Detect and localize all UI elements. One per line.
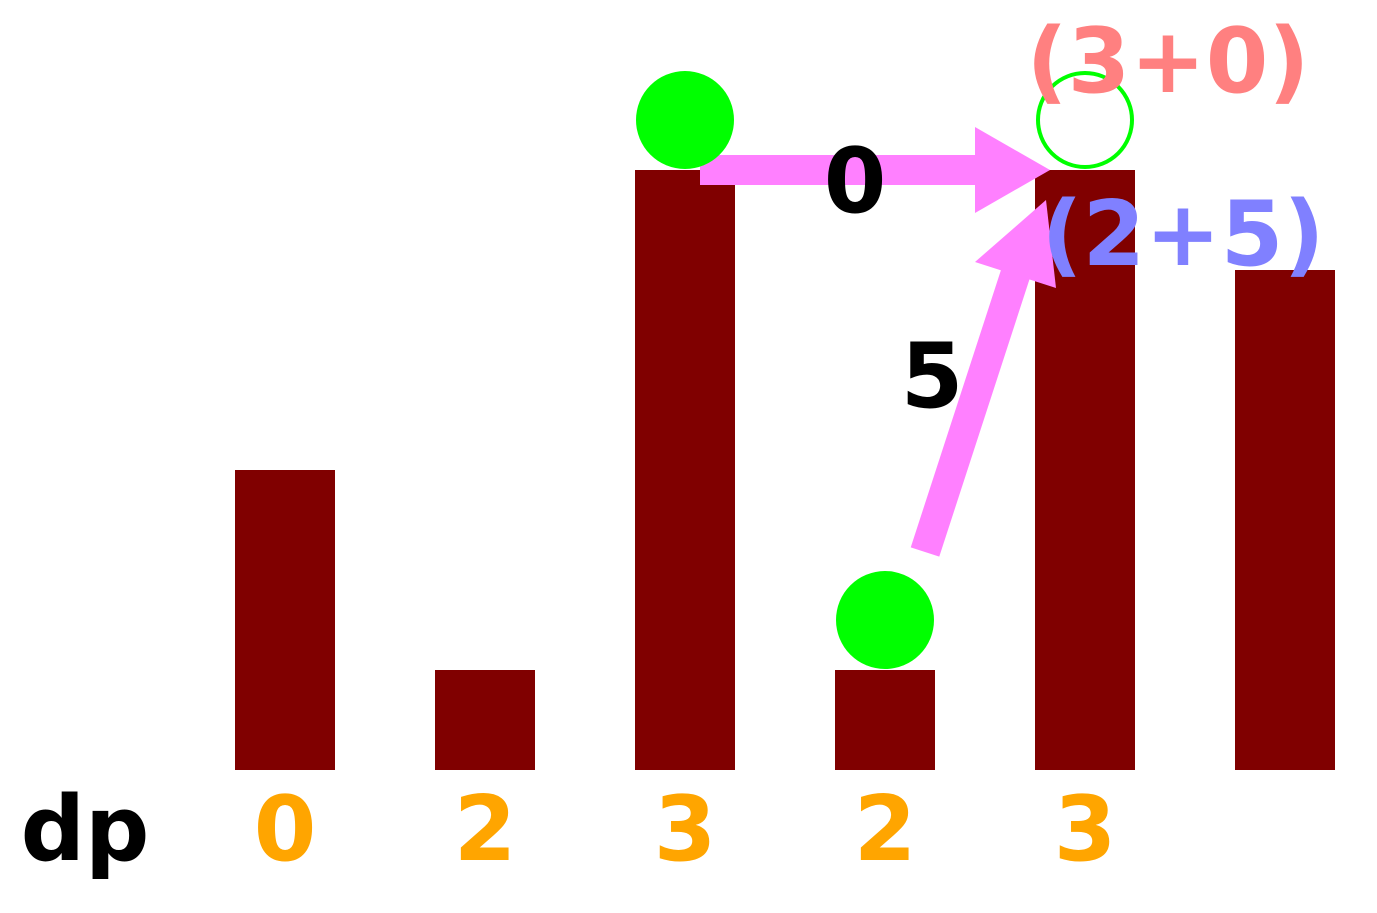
arrows-group (700, 127, 1056, 557)
bar-2 (435, 670, 535, 770)
bar-3 (635, 170, 735, 770)
dp-value-4: 2 (854, 777, 917, 882)
diagonal-arrow-head (975, 200, 1056, 288)
bars-group (235, 170, 1335, 770)
dp-value-3: 3 (654, 777, 717, 882)
dp-value-1: 0 (254, 777, 317, 882)
bar-6 (1235, 270, 1335, 770)
bar-1 (235, 470, 335, 770)
horizontal-arrow-head (975, 127, 1050, 213)
dp-values-group: 0 2 3 2 3 (254, 777, 1117, 882)
dp-value-5: 3 (1054, 777, 1117, 882)
dp-label: dp (21, 777, 150, 882)
horizontal-cost-label: 0 (824, 129, 887, 234)
bar-4 (835, 670, 935, 770)
dp-value-2: 2 (454, 777, 517, 882)
from-prev-expression: (3+0) (1027, 9, 1310, 114)
diagonal-cost-label: 5 (901, 324, 964, 429)
diagonal-arrow-shaft (910, 255, 1035, 557)
ball-on-bar-3 (636, 71, 734, 169)
from-prev2-expression: (2+5) (1042, 182, 1325, 287)
ball-on-bar-4 (836, 571, 934, 669)
target-ball-outline (1036, 71, 1134, 169)
